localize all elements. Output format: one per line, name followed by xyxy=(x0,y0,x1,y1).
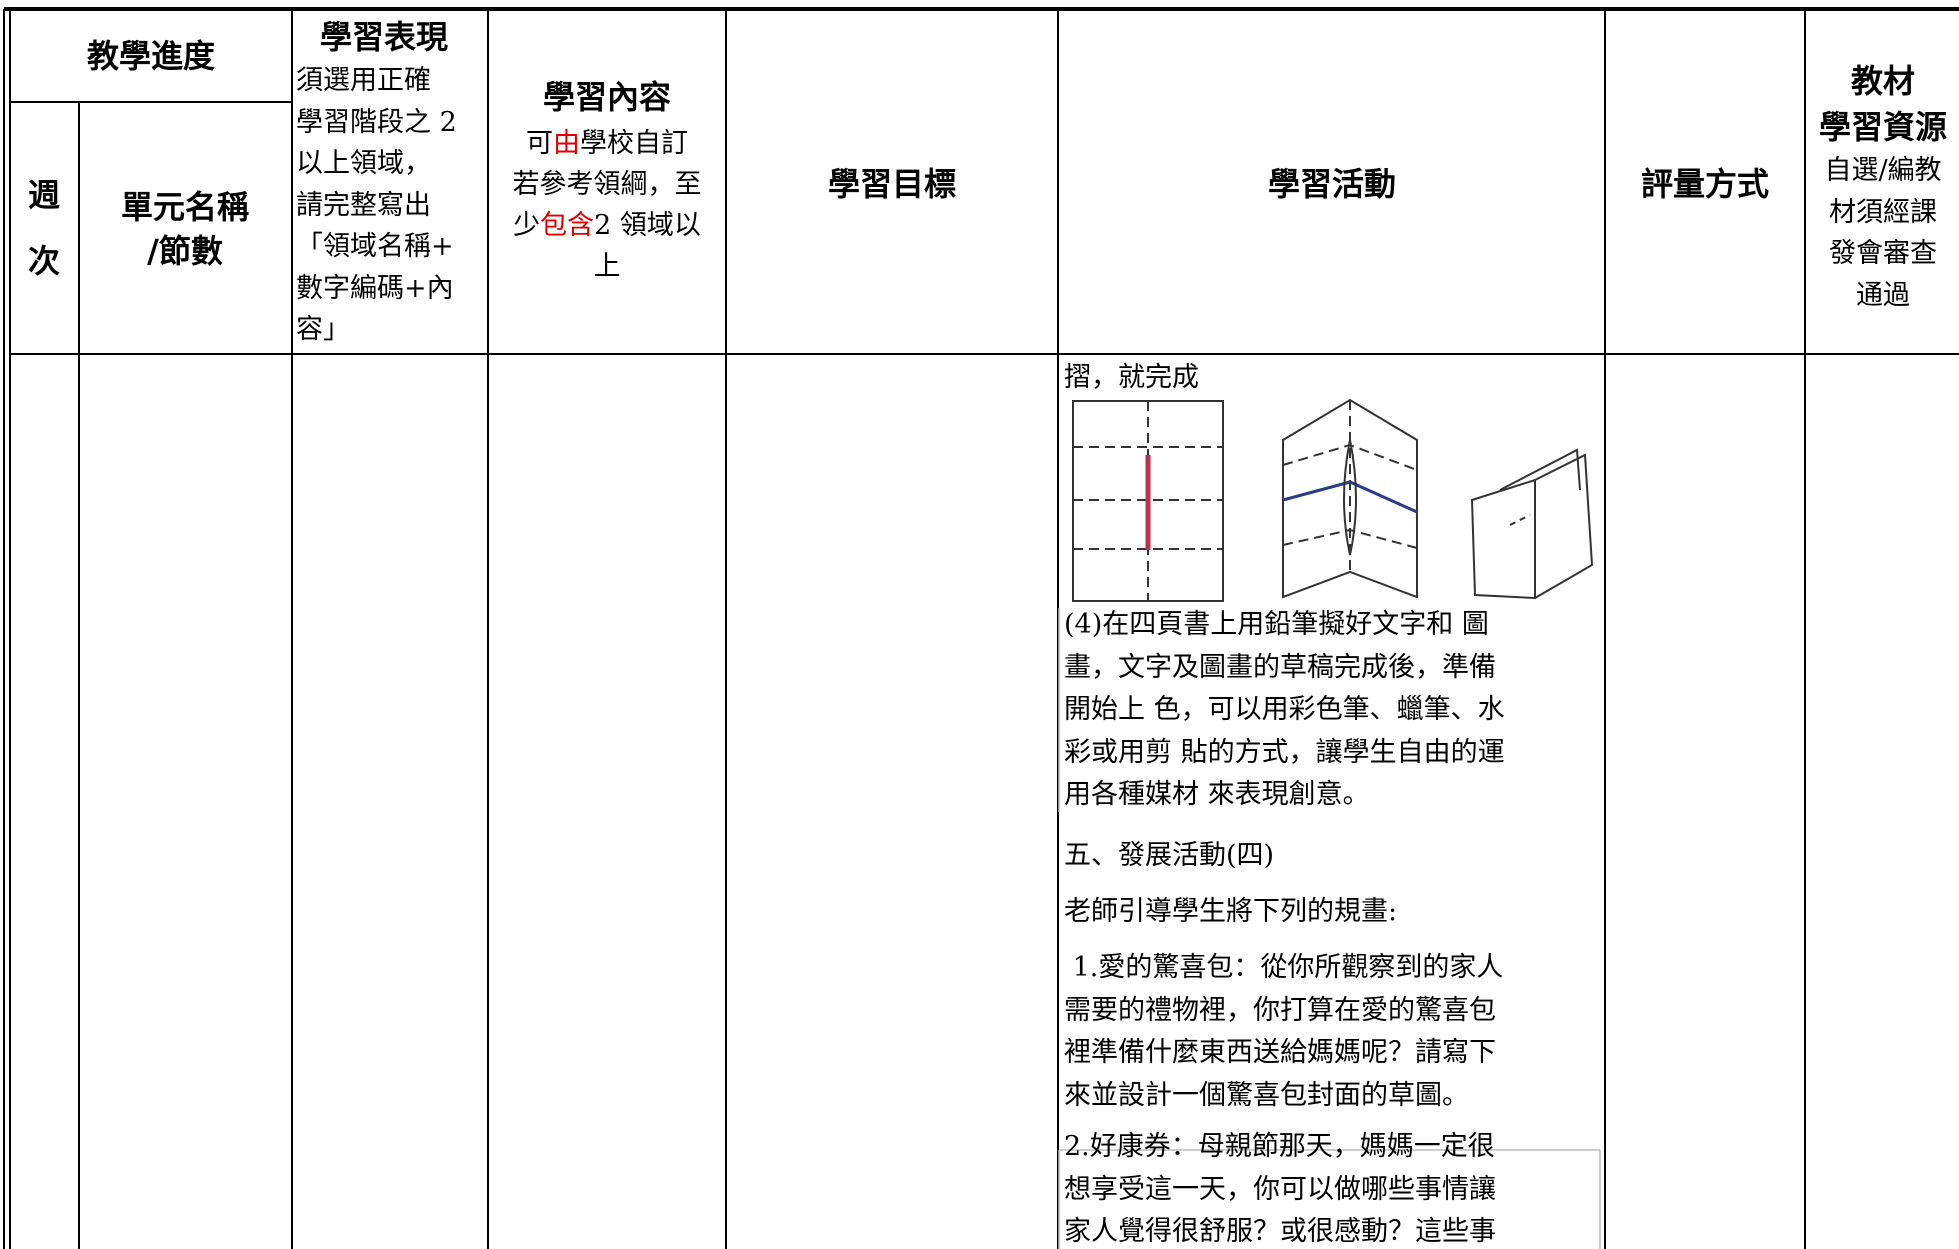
text-line: 裡準備什麼東西送給媽媽呢？請寫下 xyxy=(1064,1037,1496,1068)
text-line: 來並設計一個驚喜包封面的草圖。 xyxy=(1064,1079,1469,1111)
text-line: /節數 xyxy=(147,232,223,270)
text-line: 容」 xyxy=(296,314,350,345)
text-line: 老師引導學生將下列的規畫: xyxy=(1064,896,1398,927)
header-performance-note: 須選用正確學習階段之 2 以上領域， 請完整寫出「領域名稱+ 數字編碼+內 容」 xyxy=(296,60,457,351)
text-segment: 上 xyxy=(593,251,621,282)
text-line: 摺，就完成 xyxy=(1064,362,1199,393)
text-segment: 少 xyxy=(513,210,541,241)
text-line: 請完整寫出 xyxy=(296,189,431,221)
text-segment: 學校自訂 xyxy=(580,128,688,159)
header-content-note: 可由學校自訂 若參考領綱，至 少包含2 領域以上 xyxy=(513,123,702,287)
header-progress: 教學進度 xyxy=(86,37,216,75)
text-line: 「領域名稱+ xyxy=(296,231,454,262)
header-activity: 學習活動 xyxy=(1267,165,1397,203)
text-line: 五、發展活動(四) xyxy=(1064,840,1275,871)
text-line: 教材 xyxy=(1850,62,1916,100)
header-unit: 單元名稱/節數 xyxy=(121,185,249,273)
header-resources-note: 自選/編教材須經課發會審查通過 xyxy=(1824,150,1941,316)
header-assessment: 評量方式 xyxy=(1640,165,1770,203)
activity-paragraph: 2.好康券：母親節那天，媽媽一定很 想享受這一天，你可以做哪些事情讓 家人覺得很舒服… xyxy=(1060,1126,1496,1249)
text-line: 1.愛的驚喜包：從你所觀察到的家人 xyxy=(1064,952,1504,983)
activity-paragraph: 摺，就完成 xyxy=(1060,357,1199,400)
text-segment: 可 xyxy=(526,128,553,159)
text-line: 自選/編教 xyxy=(1824,155,1942,186)
text-line: 上 xyxy=(513,246,702,287)
header-resources-title: 教材 學習資源 xyxy=(1819,58,1947,150)
text-line: 週 xyxy=(27,176,61,214)
text-line: 需要的禮物裡，你打算在愛的驚喜包 xyxy=(1064,994,1496,1026)
text-line: 用各種媒材 來表現創意。 xyxy=(1064,779,1370,810)
text-line: 學習階段之 2 xyxy=(296,106,457,138)
text-line: 畫，文字及圖畫的草稿完成後，準備 xyxy=(1064,651,1496,683)
text-line: (4)在四頁書上用鉛筆擬好文字和 圖 xyxy=(1064,609,1489,640)
activity-paragraph: 1.愛的驚喜包：從你所觀察到的家人 需要的禮物裡，你打算在愛的驚喜包 裡準備什麼東西… xyxy=(1060,947,1503,1117)
text-line: 想享受這一天，你可以做哪些事情讓 xyxy=(1064,1173,1496,1205)
text-line: 以上領域， xyxy=(296,148,431,179)
folding-figure xyxy=(1072,398,1594,602)
text-line: 次 xyxy=(27,242,61,280)
text-line: 學習資源 xyxy=(1818,108,1948,146)
text-line: 彩或用剪 貼的方式，讓學生自由的運 xyxy=(1064,736,1505,768)
text-line: 可由學校自訂 xyxy=(513,123,702,164)
highlight-text: 包含 xyxy=(540,210,595,241)
text-line: 數字編碼+內 xyxy=(296,272,454,304)
activity-paragraph: (4)在四頁書上用鉛筆擬好文字和 圖畫，文字及圖畫的草稿完成後，準備 開始上 色，… xyxy=(1060,604,1505,817)
text-line: 發會審查 xyxy=(1828,238,1937,269)
highlight-text: 由 xyxy=(553,128,580,159)
text-line: 2.好康券：母親節那天，媽媽一定很 xyxy=(1064,1131,1495,1162)
text-line: 單元名稱 xyxy=(120,188,250,226)
paragraph-frame xyxy=(1058,608,1601,1249)
text-line: 家人覺得很舒服？或很感動？這些事 xyxy=(1064,1216,1496,1247)
text-line: 材須經課 xyxy=(1828,196,1937,228)
header-objective: 學習目標 xyxy=(827,165,957,203)
activity-paragraph: 五、發展活動(四) xyxy=(1060,835,1274,878)
text-line: 若參考領綱，至 xyxy=(513,164,702,205)
text-line: 通過 xyxy=(1855,279,1910,311)
header-week: 週次 xyxy=(28,162,60,294)
text-line: 須選用正確 xyxy=(296,65,431,96)
text-line: 開始上 色，可以用彩色筆、蠟筆、水 xyxy=(1064,694,1505,725)
activity-paragraph: 老師引導學生將下列的規畫: xyxy=(1060,891,1397,934)
text-segment: 若參考領綱，至 xyxy=(512,169,702,200)
header-content-title: 學習內容 xyxy=(542,78,672,116)
header-performance-title: 學習表現 xyxy=(320,18,449,56)
text-line: 少包含2 領域以 xyxy=(513,205,702,246)
text-segment: 2 領域以 xyxy=(594,210,701,241)
